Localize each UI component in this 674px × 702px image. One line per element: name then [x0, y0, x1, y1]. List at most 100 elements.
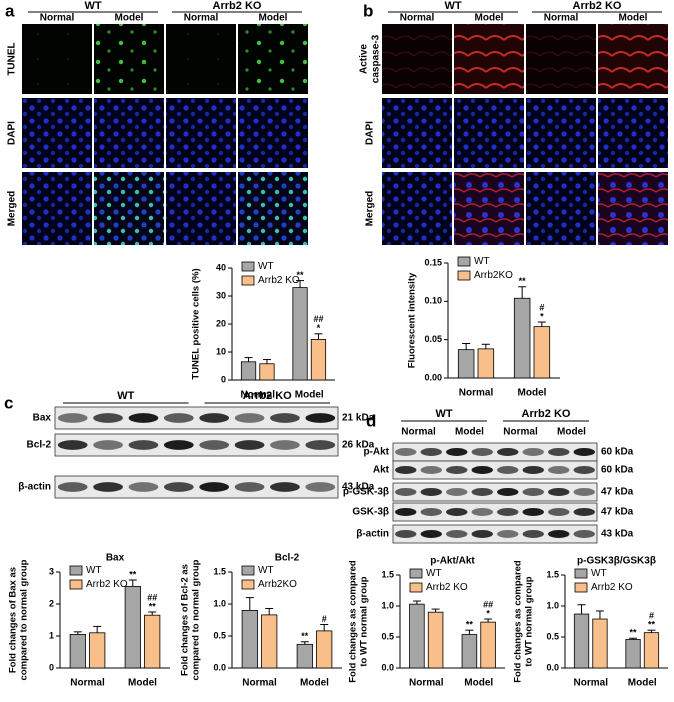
bar: [573, 613, 590, 669]
blot-band: [573, 466, 595, 474]
micrograph: [598, 24, 668, 94]
blot-strip: [392, 460, 598, 480]
bar: [144, 614, 161, 669]
bar: [461, 634, 478, 669]
legend-swatch: [241, 275, 255, 286]
legend-swatch: [457, 256, 471, 267]
bar: [69, 634, 86, 669]
band-size: 43 kDa: [601, 529, 634, 540]
micrograph: [166, 172, 236, 245]
blot-band: [522, 448, 544, 456]
band-size: 21 kDa: [342, 413, 375, 424]
legend-label: Arrb2 KO: [86, 579, 128, 590]
blot-band: [57, 413, 88, 423]
blot-band: [446, 508, 468, 516]
legend-swatch: [574, 568, 588, 579]
error-bar: [481, 343, 490, 349]
blot-band: [446, 530, 468, 538]
panel-label: c: [4, 393, 13, 412]
blot-band: [573, 508, 595, 516]
blot-band: [199, 482, 230, 492]
band-size: 26 kDa: [342, 440, 375, 451]
blot-band: [270, 413, 300, 423]
row-label: caspase-3: [371, 34, 382, 83]
y-tick-label: 20: [216, 318, 226, 328]
blot-band: [234, 482, 265, 492]
blot-band: [471, 530, 493, 538]
x-tick-label: Model: [464, 678, 493, 689]
blot-band: [128, 482, 159, 492]
y-tick-label: 1.5: [213, 566, 226, 576]
blot-band: [522, 488, 544, 496]
x-tick-label: Normal: [574, 678, 609, 689]
micrograph: [598, 98, 668, 168]
legend-label: Arrb2 KO: [426, 582, 468, 593]
bar: [316, 630, 333, 669]
error-bar: [300, 641, 309, 645]
blot-strip: [392, 524, 598, 544]
blot-band: [57, 440, 88, 450]
micrograph: [526, 172, 596, 245]
legend-label: Arrb2KO: [474, 270, 513, 281]
band-name: p-Akt: [363, 447, 389, 458]
error-bar: [577, 604, 586, 615]
band-name: β-actin: [356, 529, 389, 540]
x-tick-label: Normal: [242, 678, 277, 689]
column-label: Normal: [40, 13, 75, 24]
significance-mark: **: [466, 620, 474, 630]
error-bar: [148, 611, 157, 616]
blot-band: [420, 466, 442, 474]
column-label: Model: [259, 13, 288, 24]
x-tick-label: Normal: [70, 678, 105, 689]
y-tick-label: 1: [49, 630, 54, 640]
blot-band: [497, 488, 519, 496]
group-label: WT: [84, 0, 101, 12]
x-tick-label: Normal: [459, 388, 494, 399]
blot-strip: [392, 482, 598, 502]
y-axis-label: TUNEL positive cells (%): [191, 268, 202, 379]
micrograph: [454, 172, 524, 245]
legend-swatch: [409, 582, 423, 593]
legend-label: Arrb2 KO: [591, 582, 633, 593]
significance-mark: **: [519, 276, 527, 286]
y-tick-label: 0: [49, 662, 54, 672]
micrograph: [382, 172, 452, 245]
bar: [310, 338, 327, 381]
blot-band: [420, 448, 442, 456]
blot-band: [163, 413, 194, 423]
y-tick-label: 0.5: [546, 631, 559, 641]
bar: [477, 348, 495, 379]
x-tick-label: Normal: [241, 390, 276, 401]
blot-band: [420, 530, 442, 538]
bar: [457, 349, 475, 379]
blot-band: [305, 482, 336, 492]
error-bar: [245, 597, 254, 611]
error-bar: [314, 333, 323, 340]
blot-band: [446, 488, 468, 496]
group-label: Arrb2 KO: [522, 408, 571, 420]
bar: [592, 618, 608, 669]
blot-band: [270, 482, 300, 492]
micrograph: [526, 98, 596, 168]
error-bar: [629, 637, 638, 640]
blot-band: [497, 466, 519, 474]
blot-band: [163, 482, 194, 492]
blot-band: [93, 440, 123, 450]
error-bar: [244, 357, 253, 362]
bar: [89, 632, 106, 669]
column-label: Model: [115, 13, 144, 24]
blot-strip: [392, 502, 598, 522]
significance-mark: **: [648, 620, 656, 630]
y-axis-label: Fold changes of Bcl-2 as: [180, 564, 191, 676]
y-tick-label: 2: [49, 598, 54, 608]
bar: [292, 287, 308, 381]
legend-label: Arrb2 KO: [258, 275, 300, 286]
legend-swatch: [241, 579, 255, 590]
micrograph: [22, 24, 92, 94]
error-bar: [296, 280, 305, 288]
group-label: Arrb2 KO: [213, 0, 262, 12]
blot-band: [573, 488, 595, 496]
row-label: Merged: [365, 191, 376, 227]
